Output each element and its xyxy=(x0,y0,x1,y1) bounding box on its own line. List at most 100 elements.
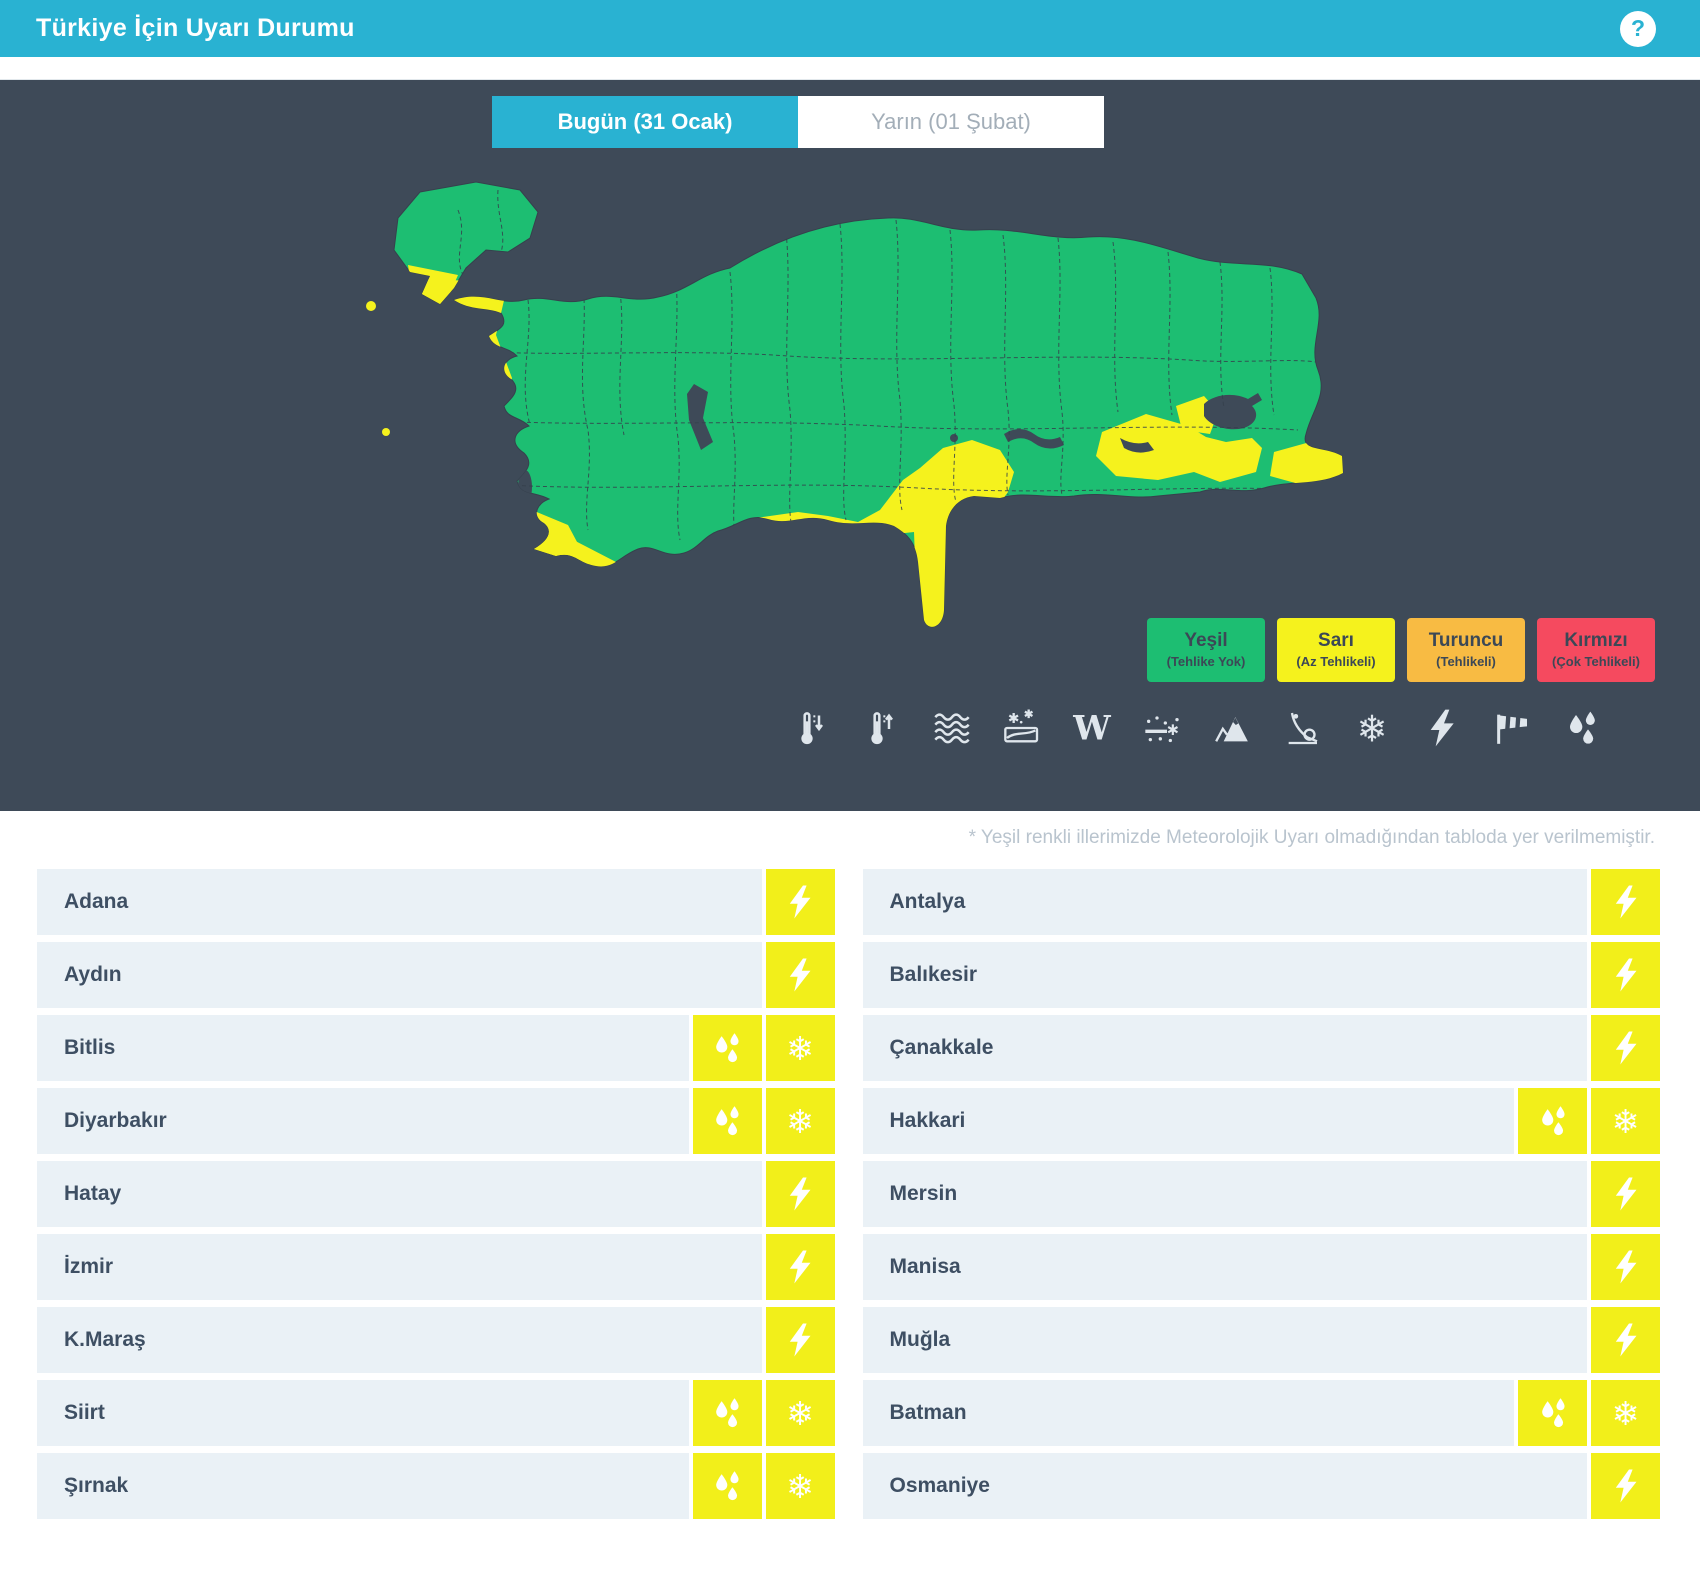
rough-sea-icon xyxy=(932,708,972,748)
table-row: Hakkari ❄ xyxy=(862,1088,1660,1154)
province-name: K.Maraş xyxy=(37,1307,762,1373)
yellow-region-hakkari xyxy=(1270,442,1343,486)
warning-cell-snow[interactable]: ❄ xyxy=(765,1453,835,1519)
keban-reservoir xyxy=(1004,429,1064,449)
province-name: Manisa xyxy=(862,1234,1587,1300)
warning-cell-thunderstorm[interactable] xyxy=(1591,1234,1660,1300)
table-row: Antalya xyxy=(862,869,1660,935)
warning-cell-thunderstorm[interactable] xyxy=(765,942,835,1008)
province-name: Bitlis xyxy=(37,1015,689,1081)
warning-cell-thunderstorm[interactable] xyxy=(1591,942,1660,1008)
table-row: Siirt ❄ xyxy=(37,1380,835,1446)
province-name: Diyarbakır xyxy=(37,1088,689,1154)
help-icon[interactable]: ? xyxy=(1620,10,1656,47)
legend-sublabel: (Çok Tehlikeli) xyxy=(1552,654,1640,670)
warning-type-icons: W ❄ xyxy=(792,708,1602,748)
storm-wind-icon xyxy=(1492,708,1532,748)
warning-cell-snow[interactable]: ❄ xyxy=(765,1380,835,1446)
warning-cell-thunderstorm[interactable] xyxy=(1591,1307,1660,1373)
island-aegean xyxy=(382,428,390,436)
blowing-snow-icon xyxy=(1142,708,1182,748)
province-name: Hatay xyxy=(37,1161,762,1227)
svg-text:W: W xyxy=(1072,709,1111,748)
warning-cell-thunderstorm[interactable] xyxy=(765,1161,835,1227)
table-column-right: Antalya Balıkesir Çanakkale Hakkari ❄ Mersin M… xyxy=(862,869,1660,1526)
province-name: Mersin xyxy=(862,1161,1587,1227)
province-name: Antalya xyxy=(862,869,1587,935)
province-name: Siirt xyxy=(37,1380,689,1446)
warning-cell-thunderstorm[interactable] xyxy=(765,1234,835,1300)
avalanche-icon xyxy=(1212,708,1252,748)
legend-label: Yeşil xyxy=(1184,629,1228,651)
table-row: Balıkesir xyxy=(862,942,1660,1008)
yellow-region-southeast xyxy=(1096,414,1262,482)
high-temperature-icon xyxy=(862,708,902,748)
table-row: Diyarbakır ❄ xyxy=(37,1088,835,1154)
warning-cell-snow[interactable]: ❄ xyxy=(1591,1380,1660,1446)
lake-van xyxy=(1204,393,1262,430)
warning-cell-snow[interactable]: ❄ xyxy=(765,1088,835,1154)
province-name: Balıkesir xyxy=(862,942,1587,1008)
ice-snowflake-icon: ❄ xyxy=(1352,708,1392,748)
legend-kirmizi: Kırmızı (Çok Tehlikeli) xyxy=(1537,618,1655,682)
tab-today[interactable]: Bugün (31 Ocak) xyxy=(492,96,798,148)
warning-cell-rain[interactable] xyxy=(692,1015,762,1081)
thunderstorm-icon xyxy=(1422,708,1462,748)
warning-cell-thunderstorm[interactable] xyxy=(1591,1453,1660,1519)
header-divider xyxy=(0,57,1700,80)
fog-icon: W xyxy=(1072,708,1112,748)
table-row: Osmaniye xyxy=(862,1453,1660,1519)
table-row: Bitlis ❄ xyxy=(37,1015,835,1081)
table-row: Adana xyxy=(37,869,835,935)
province-name: Şırnak xyxy=(37,1453,689,1519)
rain-icon xyxy=(1562,708,1602,748)
warning-cell-rain[interactable] xyxy=(692,1380,762,1446)
warning-cell-rain[interactable] xyxy=(1518,1088,1587,1154)
table-row: Aydın xyxy=(37,942,835,1008)
title-bar: Türkiye İçin Uyarı Durumu ? xyxy=(0,0,1700,57)
province-name: Muğla xyxy=(862,1307,1587,1373)
legend-turuncu: Turuncu (Tehlikeli) xyxy=(1407,618,1525,682)
warning-cell-rain[interactable] xyxy=(1518,1380,1587,1446)
turkey-warning-map[interactable] xyxy=(358,180,1350,632)
legend: Yeşil (Tehlike Yok) Sarı (Az Tehlikeli) Turu… xyxy=(1147,618,1655,682)
table-row: Çanakkale xyxy=(862,1015,1660,1081)
legend-sublabel: (Tehlike Yok) xyxy=(1166,654,1246,670)
lake-beysehir xyxy=(501,457,513,487)
warning-cell-snow[interactable]: ❄ xyxy=(1591,1088,1660,1154)
province-name: Osmaniye xyxy=(862,1453,1587,1519)
legend-sari: Sarı (Az Tehlikeli) xyxy=(1277,618,1395,682)
province-name: İzmir xyxy=(37,1234,762,1300)
province-name: Aydın xyxy=(37,942,762,1008)
table-row: Muğla xyxy=(862,1307,1660,1373)
warning-cell-thunderstorm[interactable] xyxy=(765,1307,835,1373)
warning-cell-snow[interactable]: ❄ xyxy=(765,1015,835,1081)
warning-cell-thunderstorm[interactable] xyxy=(1591,1161,1660,1227)
warning-cell-rain[interactable] xyxy=(692,1088,762,1154)
warning-cell-thunderstorm[interactable] xyxy=(765,869,835,935)
warning-panel: Bugün (31 Ocak) Yarın (01 Şubat) xyxy=(0,80,1700,811)
legend-label: Turuncu xyxy=(1428,629,1504,651)
date-tabs: Bugün (31 Ocak) Yarın (01 Şubat) xyxy=(492,96,1104,148)
table-row: Mersin xyxy=(862,1161,1660,1227)
lake-tuz xyxy=(687,384,713,450)
province-warning-table: Adana Aydın Bitlis ❄ Diyarbakır ❄ Hatay İzmir K.… xyxy=(0,857,1700,1526)
legend-yesil: Yeşil (Tehlike Yok) xyxy=(1147,618,1265,682)
rockfall-icon xyxy=(1282,708,1322,748)
province-name: Hakkari xyxy=(862,1088,1514,1154)
low-temperature-icon xyxy=(792,708,832,748)
warning-cell-rain[interactable] xyxy=(692,1453,762,1519)
warning-cell-thunderstorm[interactable] xyxy=(1591,1015,1660,1081)
lake-egirdir xyxy=(518,470,532,504)
table-row: Manisa xyxy=(862,1234,1660,1300)
legend-label: Sarı xyxy=(1318,629,1354,651)
table-row: K.Maraş xyxy=(37,1307,835,1373)
province-name: Batman xyxy=(862,1380,1514,1446)
province-borders xyxy=(453,189,1317,541)
ataturk-reservoir xyxy=(1120,438,1154,453)
legend-sublabel: (Tehlikeli) xyxy=(1436,654,1496,670)
footnote: * Yeşil renkli illerimizde Meteorolojik … xyxy=(0,811,1700,857)
legend-label: Kırmızı xyxy=(1564,629,1628,651)
tab-tomorrow[interactable]: Yarın (01 Şubat) xyxy=(798,96,1104,148)
warning-cell-thunderstorm[interactable] xyxy=(1591,869,1660,935)
